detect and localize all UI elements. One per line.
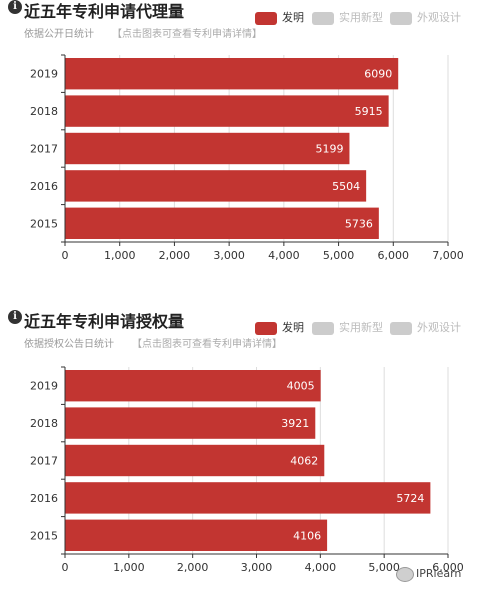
data-label: 4005 [287,380,315,393]
details-link[interactable]: 【点击图表可查看专利申请详情】 [112,29,262,40]
x-tick-label: 1,000 [104,249,136,262]
data-label: 6090 [364,68,392,81]
data-label: 3921 [281,417,309,430]
x-tick-label: 0 [62,249,69,262]
data-label: 4062 [290,455,318,468]
watermark-text: IPRlearn [416,567,462,580]
bar[interactable] [65,95,389,127]
y-tick-label: 2015 [30,217,58,230]
data-label: 5736 [345,217,373,230]
legend-label: 外观设计 [417,321,461,334]
y-tick-label: 2016 [30,180,58,193]
chart-title: 近五年专利申请代理量 [24,2,185,21]
legend-label: 发明 [282,321,304,334]
y-tick-label: 2018 [30,105,58,118]
data-label: 5915 [355,105,383,118]
bar[interactable] [65,132,350,165]
legend-swatch [390,322,412,335]
wechat-icon [396,567,414,582]
bar-chart[interactable]: 6090 2019 5915 2018 5199 2017 5504 2016 5736 2015… [0,0,480,282]
bar[interactable] [65,519,328,551]
y-tick-label: 2019 [30,68,58,81]
details-link[interactable]: 【点击图表可查看专利申请详情】 [132,339,282,350]
data-label: 5199 [315,143,343,156]
data-label: 5504 [332,180,360,193]
legend-swatch [255,322,277,335]
bar[interactable] [65,170,367,202]
x-tick-label: 3,000 [213,249,245,262]
x-tick-label: 6,000 [432,561,464,574]
chart-panel-grant[interactable]: i 近五年专利申请授权量 依据授权公告日统计 【点击图表可查看专利申请详情】 发明… [0,310,480,594]
bar[interactable] [65,444,325,477]
legend-swatch [255,12,277,25]
y-tick-label: 2016 [30,492,58,505]
x-tick-label: 2,000 [177,561,209,574]
y-tick-label: 2017 [30,143,58,156]
bar[interactable] [65,58,399,90]
chart-panel-application[interactable]: i 近五年专利申请代理量 依据公开日统计 【点击图表可查看专利申请详情】 发明 实用… [0,0,480,282]
bar[interactable] [65,207,379,239]
legend-swatch [312,12,334,25]
x-tick-label: 4,000 [305,561,337,574]
chart-subtitle: 依据授权公告日统计 【点击图表可查看专利申请详情】 [24,338,282,352]
x-tick-label: 7,000 [432,249,464,262]
bar[interactable] [65,482,431,514]
info-icon[interactable]: i [8,310,22,324]
bar[interactable] [65,407,316,439]
y-tick-label: 2017 [30,455,58,468]
legend-label: 外观设计 [417,11,461,24]
chart-title: 近五年专利申请授权量 [24,312,185,331]
watermark: IPRlearn [396,565,480,583]
x-tick-label: 5,000 [368,561,400,574]
subtitle-text: 依据授权公告日统计 [24,339,114,350]
x-tick-label: 3,000 [241,561,273,574]
y-tick-label: 2015 [30,529,58,542]
x-tick-label: 1,000 [113,561,145,574]
y-tick-label: 2018 [30,417,58,430]
x-tick-label: 4,000 [268,249,300,262]
x-tick-label: 5,000 [323,249,355,262]
x-tick-label: 2,000 [159,249,191,262]
x-tick-label: 6,000 [378,249,410,262]
x-tick-label: 0 [62,561,69,574]
legend-label: 实用新型 [339,321,383,334]
data-label: 5724 [396,492,424,505]
bar-chart[interactable]: 4005 2019 3921 2018 4062 2017 5724 2016 4106 2015… [0,310,480,594]
subtitle-text: 依据公开日统计 [24,29,94,40]
bar[interactable] [65,370,321,402]
legend-swatch [312,322,334,335]
chart-subtitle: 依据公开日统计 【点击图表可查看专利申请详情】 [24,28,262,42]
y-tick-label: 2019 [30,380,58,393]
legend-label: 发明 [282,11,304,24]
info-icon[interactable]: i [8,0,22,14]
legend-swatch [390,12,412,25]
data-label: 4106 [293,529,321,542]
legend-label: 实用新型 [339,11,383,24]
